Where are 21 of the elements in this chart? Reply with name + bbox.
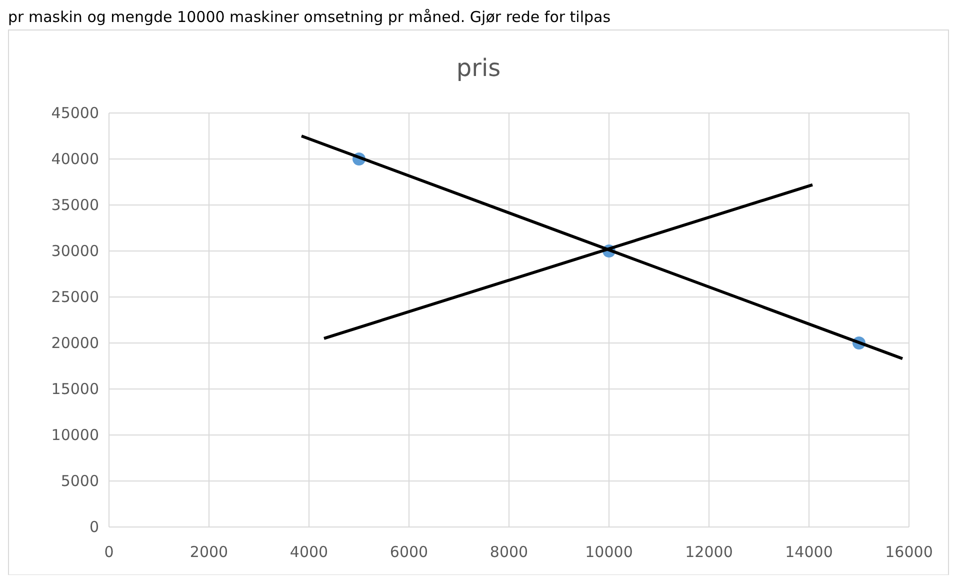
text: pr maskin og mengde 10000 maskiner omsetning pr måned. Gjør rede for tilpas (8, 8, 611, 26)
y-tick-label: 45000 (51, 104, 99, 122)
x-tick-label: 4000 (290, 543, 328, 561)
x-tick-label: 12000 (685, 543, 733, 561)
chart-title: pris (456, 54, 501, 82)
y-tick-label: 20000 (51, 334, 99, 352)
y-tick-label: 10000 (51, 426, 99, 444)
x-tick-label: 14000 (785, 543, 833, 561)
y-tick-label: 5000 (60, 472, 99, 490)
x-tick-label: 6000 (390, 543, 428, 561)
y-tick-label: 30000 (51, 242, 99, 260)
y-tick-label: 25000 (51, 288, 99, 306)
x-tick-label: 2000 (190, 543, 228, 561)
y-tick-label: 35000 (51, 196, 99, 214)
x-tick-label: 16000 (885, 543, 933, 561)
x-tick-label: 0 (104, 543, 114, 561)
x-tick-label: 10000 (585, 543, 633, 561)
y-tick-label: 15000 (51, 380, 99, 398)
y-tick-label: 0 (89, 518, 99, 536)
y-tick-label: 40000 (51, 150, 99, 168)
x-tick-label: 8000 (490, 543, 528, 561)
